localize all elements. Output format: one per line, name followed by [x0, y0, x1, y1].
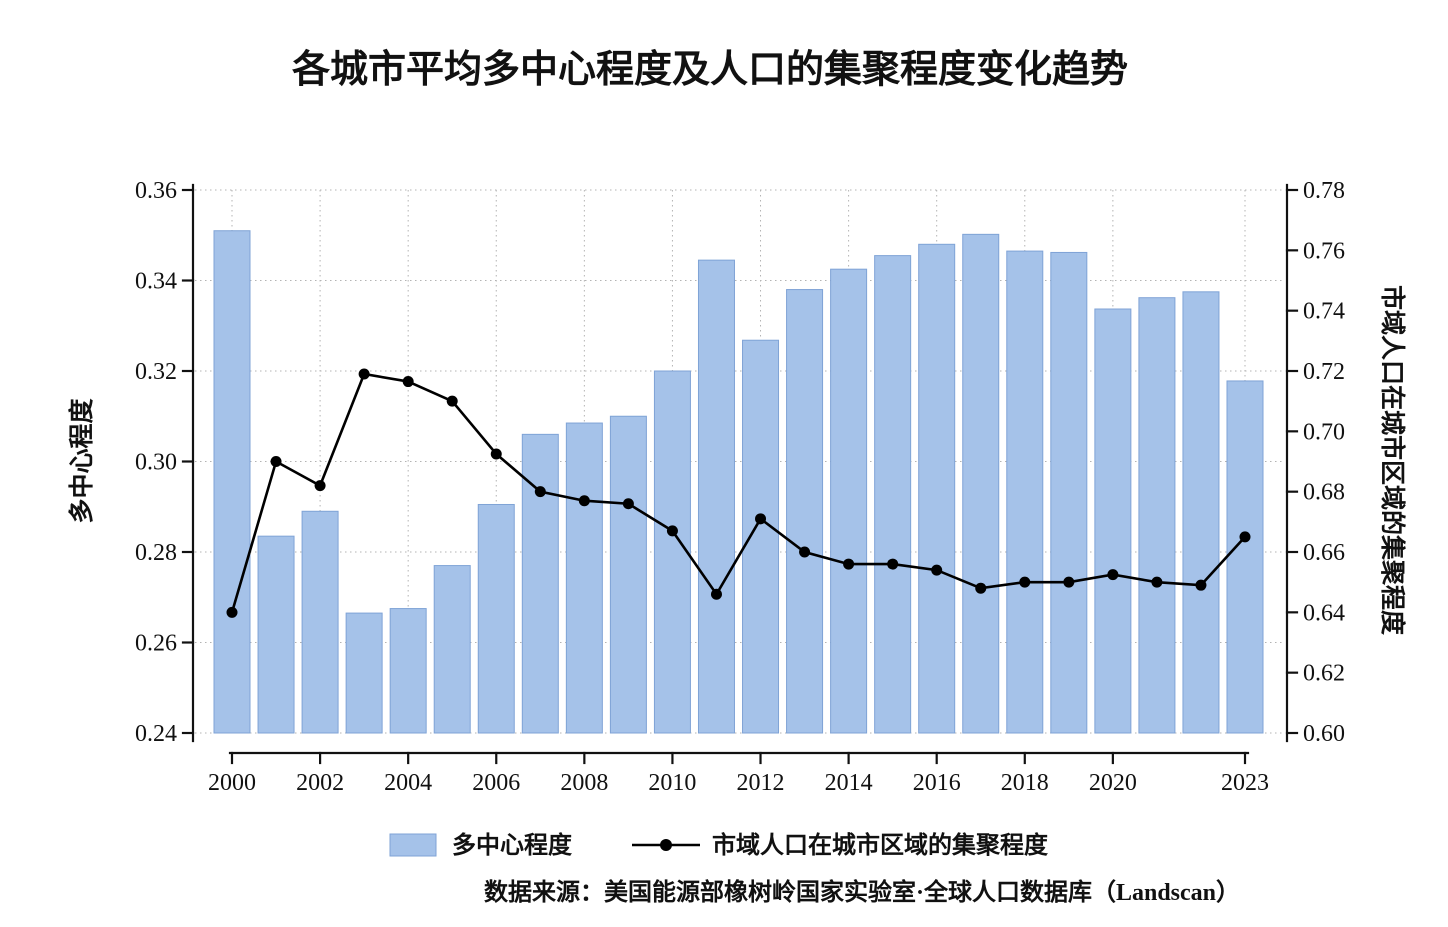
plot-area: 0.24 0.26 0.28 0.30 0.32 0.34 0.36 0.60 0.62 0.64… — [135, 178, 1345, 796]
left-tick-label: 0.34 — [135, 269, 177, 295]
legend-bar-swatch — [389, 833, 437, 857]
right-tick-label: 0.62 — [1303, 661, 1345, 687]
left-tick-label: 0.24 — [135, 721, 177, 747]
line-marker-2021 — [1151, 576, 1163, 588]
right-tick-label: 0.78 — [1303, 178, 1345, 204]
line-marker-2006 — [490, 448, 502, 460]
right-tick-label: 0.72 — [1303, 359, 1345, 385]
left-axis-title: 多中心程度 — [67, 398, 96, 523]
bar-2023 — [1226, 380, 1264, 734]
legend-line-label: 市域人口在城市区域的集聚程度 — [712, 831, 1049, 859]
line-marker-2000 — [226, 606, 238, 618]
line-marker-2017 — [975, 582, 987, 594]
x-tick-label: 2014 — [825, 770, 873, 796]
bar-2015 — [874, 255, 912, 734]
line-marker-2019 — [1063, 576, 1075, 588]
left-tick-label: 0.36 — [135, 178, 177, 204]
bar-2003 — [345, 612, 383, 734]
bar-2002 — [301, 510, 339, 734]
right-tick-label: 0.66 — [1303, 540, 1345, 566]
line-marker-2010 — [666, 525, 678, 537]
line-marker-2007 — [534, 486, 546, 498]
line-marker-2015 — [887, 558, 899, 570]
x-tick-label: 2006 — [472, 770, 520, 796]
line-marker-2016 — [931, 564, 943, 576]
bar-2007 — [521, 433, 559, 734]
x-tick-label: 2004 — [384, 770, 432, 796]
right-tick-label: 0.68 — [1303, 480, 1345, 506]
bar-2011 — [697, 259, 735, 734]
left-tick-label: 0.30 — [135, 450, 177, 476]
line-marker-2018 — [1019, 576, 1031, 588]
left-tick-label: 0.32 — [135, 359, 177, 385]
line-marker-2008 — [578, 495, 590, 507]
line-marker-2022 — [1195, 579, 1207, 591]
x-tick-label: 2010 — [648, 770, 696, 796]
line-marker-2012 — [755, 513, 767, 525]
x-tick-label: 2012 — [737, 770, 785, 796]
bar-2012 — [742, 339, 780, 734]
legend-bar-label: 多中心程度 — [452, 831, 573, 859]
bar-2013 — [786, 289, 824, 734]
bar-2005 — [433, 565, 471, 734]
line-marker-2013 — [799, 546, 811, 558]
bar-2020 — [1094, 308, 1132, 734]
bar-2001 — [257, 535, 295, 734]
bar-2009 — [609, 415, 647, 734]
left-tick-label: 0.28 — [135, 540, 177, 566]
legend-line-marker-icon — [660, 839, 672, 851]
bar-2004 — [389, 608, 427, 734]
line-marker-2020 — [1107, 569, 1119, 581]
right-tick-label: 0.64 — [1303, 600, 1345, 626]
concentration-line — [230, 372, 1246, 613]
source-note: 数据来源：美国能源部橡树岭国家实验室·全球人口数据库（Landscan） — [484, 878, 1240, 906]
bar-2010 — [653, 370, 691, 734]
x-tick-label: 2016 — [913, 770, 961, 796]
bar-2014 — [830, 268, 868, 734]
line-marker-2002 — [314, 480, 326, 492]
right-tick-label: 0.60 — [1303, 721, 1345, 747]
x-tick-label: 2002 — [296, 770, 344, 796]
line-marker-2004 — [402, 376, 414, 388]
x-tick-label: 2000 — [208, 770, 256, 796]
line-marker-2011 — [710, 588, 722, 600]
line-marker-2023 — [1239, 531, 1251, 543]
bar-2008 — [565, 422, 603, 734]
bar-2022 — [1182, 291, 1220, 734]
chart-title: 各城市平均多中心程度及人口的集聚程度变化趋势 — [292, 48, 1128, 91]
x-tick-label: 2008 — [560, 770, 608, 796]
x-tick-label: 2020 — [1089, 770, 1137, 796]
line-marker-2014 — [843, 558, 855, 570]
line-marker-2001 — [270, 456, 282, 467]
bar-2006 — [477, 503, 515, 734]
bar-2016 — [918, 243, 956, 734]
bar-2018 — [1006, 250, 1044, 734]
right-tick-label: 0.70 — [1303, 419, 1345, 445]
right-tick-label: 0.76 — [1303, 238, 1345, 264]
x-tick-label: 2023 — [1221, 770, 1269, 796]
line-marker-2003 — [358, 368, 370, 380]
right-tick-label: 0.74 — [1303, 299, 1345, 325]
line-marker-2009 — [622, 498, 634, 510]
bar-2021 — [1138, 297, 1176, 734]
bar-2017 — [962, 233, 1000, 734]
right-axis-title: 市域人口在城市区域的集聚程度 — [1378, 285, 1407, 635]
line-marker-2005 — [446, 395, 458, 407]
legend: 多中心程度 市域人口在城市区域的集聚程度 — [389, 831, 1049, 859]
left-tick-label: 0.26 — [135, 631, 177, 657]
x-tick-label: 2018 — [1001, 770, 1049, 796]
bar-2019 — [1050, 251, 1088, 734]
bar-2000 — [213, 230, 251, 734]
